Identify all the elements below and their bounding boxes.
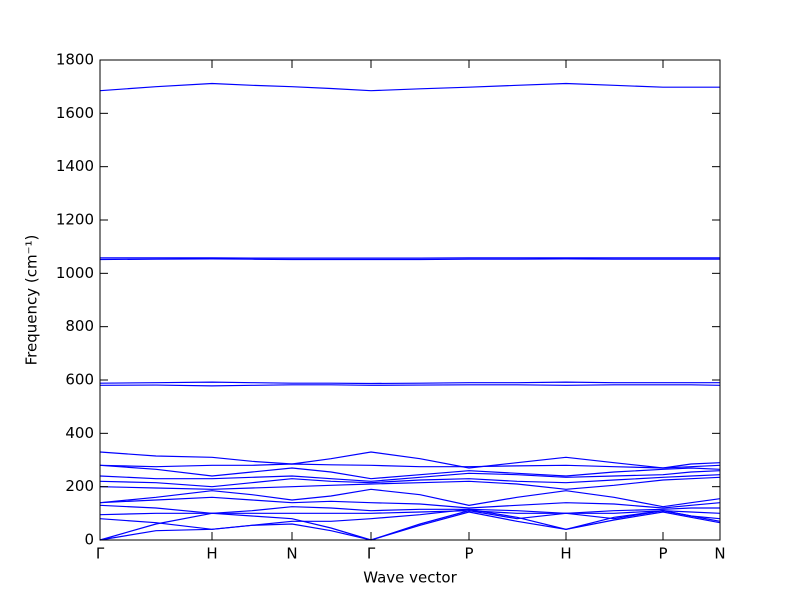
y-tick-label: 200 — [65, 477, 94, 495]
y-tick-label: 0 — [84, 531, 94, 549]
band-line — [99, 258, 720, 261]
plot-frame — [99, 59, 721, 541]
y-tick-label: 1400 — [56, 157, 94, 175]
band-line — [99, 470, 721, 482]
y-tick-label: 800 — [65, 317, 94, 335]
x-tick-label: P — [464, 545, 473, 563]
y-axis-label: Frequency (cm⁻¹) — [23, 235, 41, 366]
x-tick-label: Γ — [367, 545, 376, 563]
band-line — [99, 384, 721, 387]
band-line — [99, 474, 721, 488]
y-tick-label: 1600 — [56, 104, 94, 122]
band-line — [99, 496, 721, 509]
x-tick-label: P — [658, 545, 667, 563]
y-tick-label: 600 — [65, 371, 94, 389]
x-axis-label: Wave vector — [363, 569, 457, 587]
band-line — [99, 510, 721, 516]
band-line — [99, 488, 721, 508]
y-tick-label: 1200 — [56, 211, 94, 229]
x-tick-label: H — [560, 545, 571, 563]
x-tick-label: Γ — [96, 545, 105, 563]
band-line — [99, 510, 721, 541]
x-tick-label: N — [286, 545, 297, 563]
band-line — [99, 464, 721, 480]
y-tick-label: 1800 — [56, 51, 94, 69]
band-line — [99, 451, 721, 469]
x-tick-label: N — [714, 545, 725, 563]
x-tick-label: H — [206, 545, 217, 563]
band-line — [99, 504, 720, 514]
y-tick-label: 1000 — [56, 264, 94, 282]
band-line — [99, 463, 721, 469]
y-tick-label: 400 — [65, 424, 94, 442]
band-line — [99, 82, 720, 92]
band-line — [99, 381, 720, 385]
band-line — [99, 511, 721, 541]
band-line — [99, 476, 721, 490]
